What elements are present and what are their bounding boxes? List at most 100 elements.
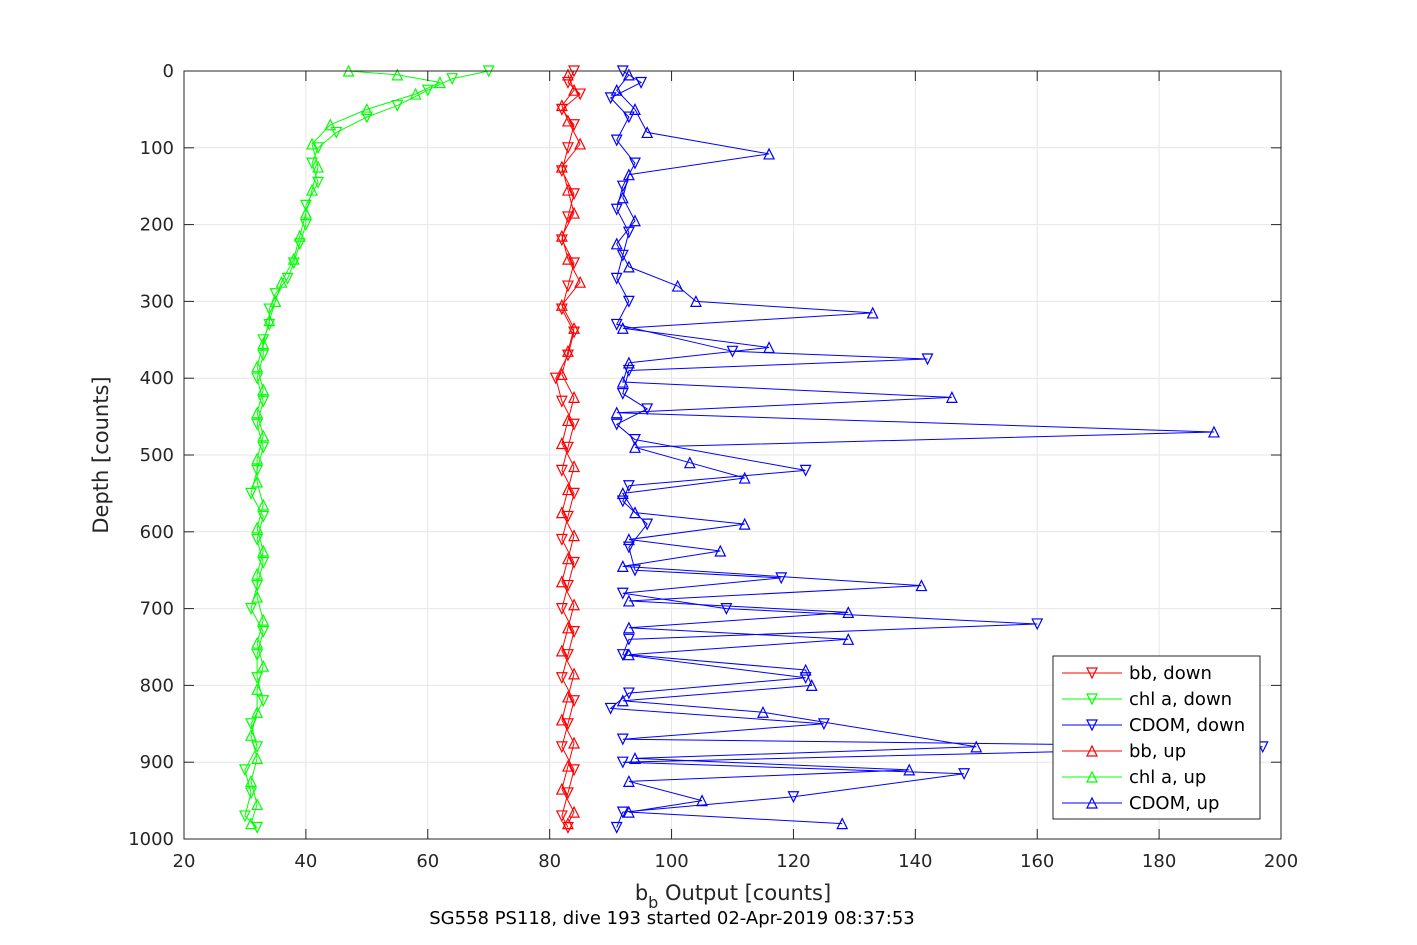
data-point [616, 387, 629, 400]
data-point [409, 87, 422, 100]
data-point [245, 602, 258, 615]
series-line [561, 74, 581, 824]
legend-label: bb, down [1129, 663, 1212, 684]
data-point [568, 206, 581, 219]
data-point [263, 314, 276, 327]
data-point [970, 740, 983, 753]
data-point [561, 114, 574, 127]
data-point [903, 763, 916, 776]
data-point [568, 736, 581, 749]
data-point [714, 544, 727, 557]
data-point [421, 84, 434, 97]
data-point [245, 728, 258, 741]
data-point [915, 579, 928, 592]
data-point [568, 257, 581, 270]
data-point [604, 702, 617, 715]
data-point [622, 687, 635, 700]
data-point [360, 103, 373, 116]
data-point [251, 406, 264, 419]
data-point [641, 403, 654, 416]
data-point [555, 437, 568, 450]
data-point [616, 375, 629, 388]
data-point [616, 694, 629, 707]
data-point [610, 237, 623, 250]
data-point [561, 142, 574, 155]
series-line [250, 70, 442, 824]
data-point [574, 137, 587, 150]
data-point [561, 579, 574, 592]
data-point [610, 203, 623, 216]
data-point [555, 602, 568, 615]
legend-label: chl a, up [1129, 767, 1206, 788]
data-point [775, 572, 788, 585]
x-tick-label: 40 [294, 851, 317, 872]
data-point [257, 498, 270, 511]
data-point [238, 764, 251, 777]
series-cdom-up [610, 68, 1220, 830]
data-point [568, 460, 581, 473]
data-point [610, 83, 623, 96]
data-point [610, 821, 623, 834]
data-point [251, 752, 264, 764]
data-point [629, 506, 641, 519]
data-point [616, 180, 629, 193]
axis-ticks: 20 40 60 80 100 120 140 160 180 200 0 100 200 300 400 5… [128, 61, 1298, 872]
data-point [561, 510, 574, 523]
series-line [609, 70, 1263, 828]
y-tick-label: 700 [140, 599, 174, 620]
data-point [568, 321, 581, 334]
data-point [568, 805, 581, 818]
legend-entry: chl a, up [1062, 767, 1206, 788]
data-point [568, 556, 581, 569]
series-layer [238, 64, 1269, 834]
x-tick-label: 200 [1264, 851, 1298, 872]
data-point [257, 349, 270, 362]
legend-swatch-marker [1086, 667, 1098, 680]
data-point [616, 756, 629, 769]
data-point [622, 805, 635, 818]
data-point [1207, 425, 1220, 438]
data-point [257, 395, 270, 408]
data-point [817, 718, 830, 731]
data-point [299, 219, 312, 231]
data-point [696, 794, 708, 807]
data-point [568, 764, 581, 777]
data-point [555, 672, 568, 685]
data-point [555, 741, 568, 754]
data-point [555, 229, 568, 242]
data-point [561, 280, 574, 293]
legend-label: bb, up [1129, 741, 1186, 762]
data-point [629, 157, 641, 170]
data-point [257, 429, 270, 442]
data-point [945, 391, 958, 403]
data-point [446, 73, 459, 86]
data-point [622, 260, 635, 273]
data-point [574, 275, 587, 288]
data-point [306, 157, 318, 170]
data-point [610, 406, 623, 419]
data-point [805, 679, 818, 692]
series-line [616, 74, 1215, 825]
data-point [561, 211, 574, 224]
data-point [622, 356, 635, 369]
data-point [568, 326, 581, 339]
data-point [287, 252, 300, 265]
data-point [251, 821, 264, 834]
data-point [616, 560, 629, 572]
data-point [629, 214, 641, 227]
data-point [257, 613, 270, 626]
data-point [629, 440, 641, 453]
data-point [622, 541, 635, 554]
data-point [604, 92, 617, 105]
data-point [245, 775, 258, 788]
data-point [616, 495, 629, 508]
y-tick-label: 500 [140, 445, 174, 466]
data-point [555, 713, 568, 726]
series-bb-up [555, 68, 587, 830]
data-point [251, 567, 264, 580]
data-point [757, 705, 769, 718]
data-point [293, 229, 306, 242]
data-point [561, 621, 574, 634]
legend-entry: bb, down [1062, 663, 1212, 684]
